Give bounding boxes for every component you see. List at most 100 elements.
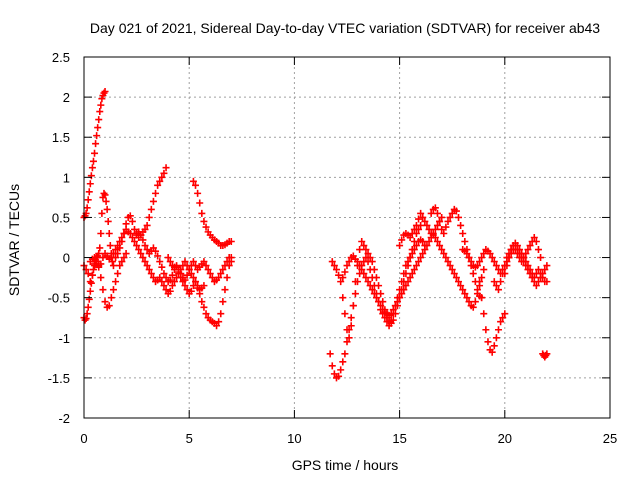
plot-frame	[83, 56, 611, 419]
data-point	[86, 180, 94, 188]
data-point	[471, 298, 479, 306]
data-point	[200, 303, 208, 311]
series-arc15	[476, 278, 509, 356]
data-point	[436, 242, 444, 250]
data-point	[391, 302, 399, 310]
data-point	[358, 266, 366, 274]
data-point	[412, 242, 420, 250]
data-point	[354, 262, 362, 270]
grid-lines	[84, 57, 610, 418]
data-point	[478, 274, 486, 282]
data-point	[166, 287, 174, 295]
data-point	[412, 221, 420, 229]
data-point	[370, 290, 378, 298]
data-point	[200, 217, 208, 225]
data-point	[343, 262, 351, 270]
data-point	[339, 358, 347, 366]
data-point	[383, 314, 391, 322]
y-tick-label: 1	[63, 170, 70, 185]
data-point	[476, 278, 484, 286]
data-point	[139, 236, 147, 244]
data-point	[410, 225, 418, 233]
data-point	[213, 322, 221, 330]
data-point	[398, 278, 406, 286]
data-point	[141, 225, 149, 233]
data-point	[530, 274, 538, 282]
data-point	[539, 274, 547, 282]
series-arc13	[427, 204, 486, 302]
data-point	[185, 266, 193, 274]
data-point	[105, 229, 113, 237]
data-point	[204, 266, 212, 274]
data-point	[356, 246, 364, 254]
data-point	[96, 108, 104, 116]
data-point	[147, 205, 155, 213]
y-tick-label: -1	[58, 331, 70, 346]
data-point	[189, 258, 197, 266]
series-arc8	[164, 254, 235, 286]
data-point	[425, 238, 433, 246]
series-arc17	[501, 234, 545, 278]
data-point	[104, 217, 112, 225]
data-point	[419, 213, 427, 221]
data-point	[461, 238, 469, 246]
data-point	[154, 252, 162, 260]
data-point	[433, 221, 441, 229]
data-point	[223, 274, 231, 282]
y-axis-ticks: -2 -1.5 -1 -0.5 0 0.5 1 1.5 2 2.5	[48, 50, 610, 426]
y-tick-label: 1.5	[52, 130, 70, 145]
data-point	[106, 242, 114, 250]
data-point	[128, 234, 136, 241]
data-point	[459, 286, 467, 294]
data-point	[400, 270, 408, 278]
data-point	[364, 250, 372, 258]
data-point	[130, 238, 138, 246]
data-point	[101, 298, 109, 306]
data-point	[88, 164, 96, 172]
data-point	[438, 225, 446, 233]
data-point	[404, 278, 412, 286]
data-point	[97, 229, 105, 237]
data-point	[183, 271, 191, 279]
data-point	[494, 286, 502, 294]
data-point	[189, 282, 197, 290]
data-point	[381, 306, 389, 314]
data-point	[192, 181, 200, 189]
data-point	[109, 286, 117, 294]
data-point	[492, 334, 500, 342]
data-point	[337, 278, 345, 286]
data-point	[152, 189, 160, 197]
data-point	[543, 350, 551, 358]
data-point	[524, 246, 532, 254]
series-arc7	[189, 177, 235, 250]
data-point	[440, 250, 448, 258]
data-point	[118, 238, 126, 246]
data-point	[114, 250, 122, 258]
y-tick-label: 2	[63, 90, 70, 105]
data-point	[341, 268, 349, 276]
data-point	[114, 270, 122, 278]
data-point	[103, 205, 111, 213]
data-point	[158, 278, 166, 286]
data-point	[149, 197, 157, 205]
data-point	[196, 199, 204, 207]
data-point	[452, 207, 460, 215]
x-tick-label: 5	[186, 431, 193, 446]
data-point	[488, 348, 496, 356]
data-point	[206, 270, 214, 278]
data-point	[84, 196, 92, 204]
data-point	[94, 124, 102, 132]
data-point	[482, 326, 490, 334]
data-point	[335, 271, 343, 279]
data-point	[194, 284, 202, 292]
data-point	[467, 258, 475, 266]
data-point	[503, 262, 511, 270]
data-point	[137, 250, 145, 258]
data-point	[442, 254, 450, 262]
data-point	[194, 189, 202, 197]
data-point	[463, 294, 471, 302]
data-point	[145, 266, 153, 274]
data-point	[160, 270, 168, 278]
data-point	[433, 238, 441, 246]
data-point	[328, 258, 336, 266]
